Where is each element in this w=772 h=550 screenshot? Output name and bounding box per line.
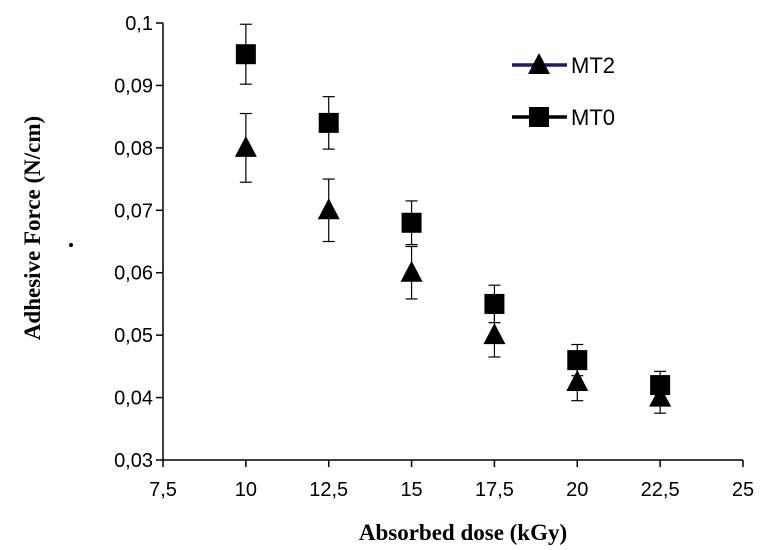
point-mt0 bbox=[567, 350, 588, 371]
legend: MT2 MT0 bbox=[512, 53, 615, 130]
x-tick-label: 7,5 bbox=[149, 479, 177, 501]
x-tick-label: 22,5 bbox=[641, 479, 680, 501]
legend-label-mt0: MT0 bbox=[571, 105, 615, 130]
x-tick-label: 17,5 bbox=[475, 479, 514, 501]
x-axis-title: Absorbed dose (kGy) bbox=[359, 520, 567, 545]
axis-title-dot bbox=[69, 243, 73, 247]
x-tick-label: 20 bbox=[566, 479, 588, 501]
y-tick-label: 0,09 bbox=[114, 75, 153, 97]
y-tick-label: 0,05 bbox=[114, 325, 153, 347]
y-tick-label: 0,06 bbox=[114, 263, 153, 285]
x-axis-ticks: 7,5 10 12,5 15 17,5 20 22,5 25 bbox=[149, 460, 754, 501]
x-tick-label: 15 bbox=[400, 479, 422, 501]
y-axis-title: Adhesive Force (N/cm) bbox=[20, 116, 45, 340]
x-tick-label: 12,5 bbox=[309, 479, 348, 501]
legend-label-mt2: MT2 bbox=[571, 53, 615, 78]
x-tick-label: 25 bbox=[732, 479, 754, 501]
point-mt2 bbox=[483, 323, 506, 345]
data-points bbox=[234, 44, 672, 407]
y-tick-label: 0,04 bbox=[114, 388, 153, 410]
point-mt0 bbox=[318, 112, 339, 133]
point-mt0 bbox=[484, 293, 505, 314]
point-mt2 bbox=[317, 198, 340, 220]
y-tick-label: 0,03 bbox=[114, 450, 153, 472]
y-tick-label: 0,08 bbox=[114, 138, 153, 160]
legend-marker-mt0 bbox=[529, 107, 549, 127]
point-mt2 bbox=[566, 369, 589, 391]
y-tick-label: 0,07 bbox=[114, 200, 153, 222]
point-mt0 bbox=[401, 212, 422, 233]
point-mt0 bbox=[650, 375, 671, 396]
error-bars bbox=[239, 23, 667, 414]
point-mt2 bbox=[234, 135, 257, 157]
x-tick-label: 10 bbox=[235, 479, 257, 501]
y-tick-label: 0,1 bbox=[125, 13, 153, 35]
y-axis-ticks: 0,03 0,04 0,05 0,06 0,07 0,08 0,09 0,1 bbox=[114, 13, 163, 472]
axes bbox=[162, 23, 743, 461]
point-mt2 bbox=[649, 385, 672, 407]
point-mt0 bbox=[235, 44, 256, 65]
legend-marker-mt2 bbox=[528, 53, 550, 74]
point-mt2 bbox=[400, 260, 423, 282]
